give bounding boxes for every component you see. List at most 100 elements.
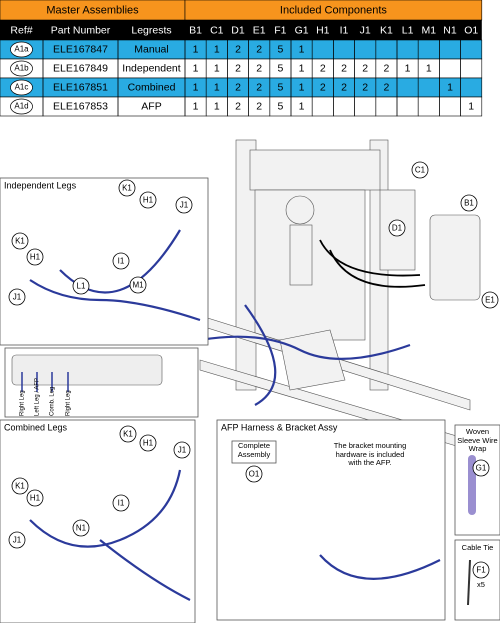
cell-text: 1: [299, 43, 305, 55]
column-header: H1: [316, 24, 330, 36]
cell-text: 1: [193, 43, 199, 55]
sleeve-title-area: Woven Sleeve Wire Wrap: [457, 428, 498, 454]
row-bg: [0, 78, 482, 97]
callout-label: J1: [178, 446, 187, 455]
cell-text: 2: [235, 100, 241, 112]
callout: [175, 196, 193, 214]
column-header: Legrests: [131, 24, 171, 36]
callout-label: J1: [13, 536, 22, 545]
callout-label: F1: [476, 566, 486, 575]
ref: A1c: [15, 83, 29, 92]
sleeve-title: Woven Sleeve Wire Wrap: [457, 428, 498, 454]
column-header: O1: [464, 24, 478, 36]
machine-drawing: [149, 139, 481, 451]
row-bg: [0, 40, 482, 59]
quantity: x5: [477, 580, 485, 589]
callout-label: O1: [249, 470, 260, 479]
cell-text: 2: [383, 62, 389, 74]
callout: [411, 161, 429, 179]
column-header: L1: [402, 24, 414, 36]
cell-text: 2: [383, 81, 389, 93]
note-area: The bracket mounting hardware is include…: [334, 442, 407, 467]
column-header: N1: [443, 24, 457, 36]
callout-label: B1: [464, 199, 474, 208]
column-header: M1: [422, 24, 437, 36]
cell-text: 2: [341, 81, 347, 93]
callout-label: K1: [123, 430, 133, 439]
cell-text: 1: [214, 43, 220, 55]
column-header: B1: [189, 24, 202, 36]
callout: [112, 252, 130, 270]
complete-assembly-box: [231, 440, 277, 464]
cell-text: 1: [214, 100, 220, 112]
callout: [26, 489, 44, 507]
callout: [8, 288, 26, 306]
callout-label: G1: [476, 464, 487, 473]
callout-label: J1: [180, 201, 189, 210]
callout-label: I1: [118, 499, 125, 508]
connector-label: Comb. Leg: [50, 387, 56, 416]
cell-text: 1: [299, 62, 305, 74]
cell-text: 1: [214, 62, 220, 74]
cell-text: Independent: [122, 62, 180, 74]
cell-text: 5: [277, 81, 283, 93]
cell-text: 1: [299, 81, 305, 93]
callout: [472, 459, 490, 477]
connector-label: Left Leg / AFP: [35, 378, 41, 416]
inset-title: AFP Harness & Bracket Assy: [221, 422, 338, 432]
cell-text: 2: [256, 81, 262, 93]
cell-text: ELE167851: [53, 81, 108, 93]
cell-text: 5: [277, 100, 283, 112]
cell-text: 2: [320, 62, 326, 74]
cable-tie: [467, 559, 471, 606]
box-label: Complete Assembly: [237, 442, 271, 459]
callout-label: N1: [76, 524, 87, 533]
callout-label: C1: [415, 166, 426, 175]
cell-text: 1: [193, 100, 199, 112]
group-header: Included Components: [280, 4, 388, 16]
column-header: K1: [380, 24, 393, 36]
cell-text: 5: [277, 62, 283, 74]
inset-title: Combined Legs: [4, 422, 68, 432]
cell-text: ELE167847: [53, 43, 108, 55]
callout-label: L1: [77, 282, 86, 291]
callout: [72, 519, 90, 537]
callout: [26, 248, 44, 266]
callout-label: H1: [143, 196, 154, 205]
callout-label: M1: [132, 281, 144, 290]
callout: [460, 194, 478, 212]
cell-text: 1: [299, 100, 305, 112]
callout: [11, 477, 29, 495]
callout: [139, 191, 157, 209]
cable-tie-box: [454, 539, 500, 621]
column-header: G1: [295, 24, 309, 36]
cell-text: 2: [235, 62, 241, 74]
cell-text: 2: [341, 62, 347, 74]
cell-text: 5: [277, 43, 283, 55]
ref-badge: [10, 41, 33, 58]
column-header: J1: [360, 24, 371, 36]
callout: [173, 441, 191, 459]
column-header: D1: [231, 24, 245, 36]
connector-label: Right Leg: [20, 390, 26, 416]
group-header: Master Assemblies: [46, 4, 139, 16]
cell-text: 1: [468, 100, 474, 112]
row-bg: [0, 97, 482, 116]
connector-label: Right Leg: [66, 390, 72, 416]
cell-text: ELE167853: [53, 100, 108, 112]
callout-label: E1: [485, 296, 495, 305]
cell-text: 2: [256, 43, 262, 55]
cell-text: AFP: [141, 100, 161, 112]
callout-label: H1: [30, 494, 41, 503]
callout: [118, 179, 136, 197]
callout: [11, 232, 29, 250]
column-header: C1: [210, 24, 224, 36]
callout-label: H1: [143, 439, 154, 448]
callout: [388, 219, 406, 237]
cell-text: 1: [193, 81, 199, 93]
column-header: Part Number: [51, 24, 111, 36]
ref-badge: [10, 98, 33, 115]
cable: [319, 554, 441, 580]
ref: A1b: [14, 64, 29, 73]
column-header: F1: [274, 24, 286, 36]
